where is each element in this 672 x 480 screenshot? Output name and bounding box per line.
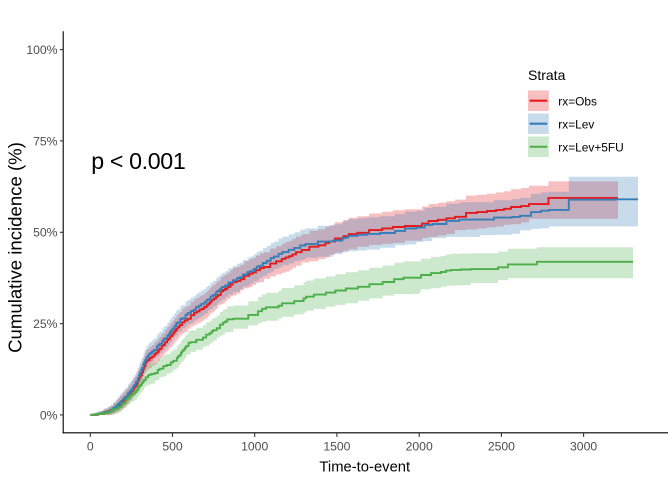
svg-text:2000: 2000: [406, 440, 433, 454]
svg-text:0%: 0%: [40, 408, 58, 422]
svg-text:1000: 1000: [241, 440, 268, 454]
svg-text:50%: 50%: [33, 226, 58, 240]
svg-text:75%: 75%: [33, 134, 58, 148]
svg-text:100%: 100%: [26, 43, 57, 57]
svg-text:rx=Lev+5FU: rx=Lev+5FU: [558, 140, 623, 154]
svg-text:Cumulative incidence (%): Cumulative incidence (%): [5, 142, 26, 353]
svg-text:rx=Obs: rx=Obs: [558, 94, 597, 108]
svg-text:p < 0.001: p < 0.001: [91, 148, 185, 174]
svg-text:25%: 25%: [33, 317, 58, 331]
svg-text:2500: 2500: [488, 440, 515, 454]
svg-text:1500: 1500: [323, 440, 350, 454]
svg-text:rx=Lev: rx=Lev: [558, 117, 594, 131]
svg-text:3000: 3000: [570, 440, 597, 454]
svg-text:0: 0: [87, 440, 94, 454]
svg-text:Strata: Strata: [528, 67, 566, 83]
svg-text:Time-to-event: Time-to-event: [319, 459, 410, 475]
svg-text:500: 500: [162, 440, 183, 454]
